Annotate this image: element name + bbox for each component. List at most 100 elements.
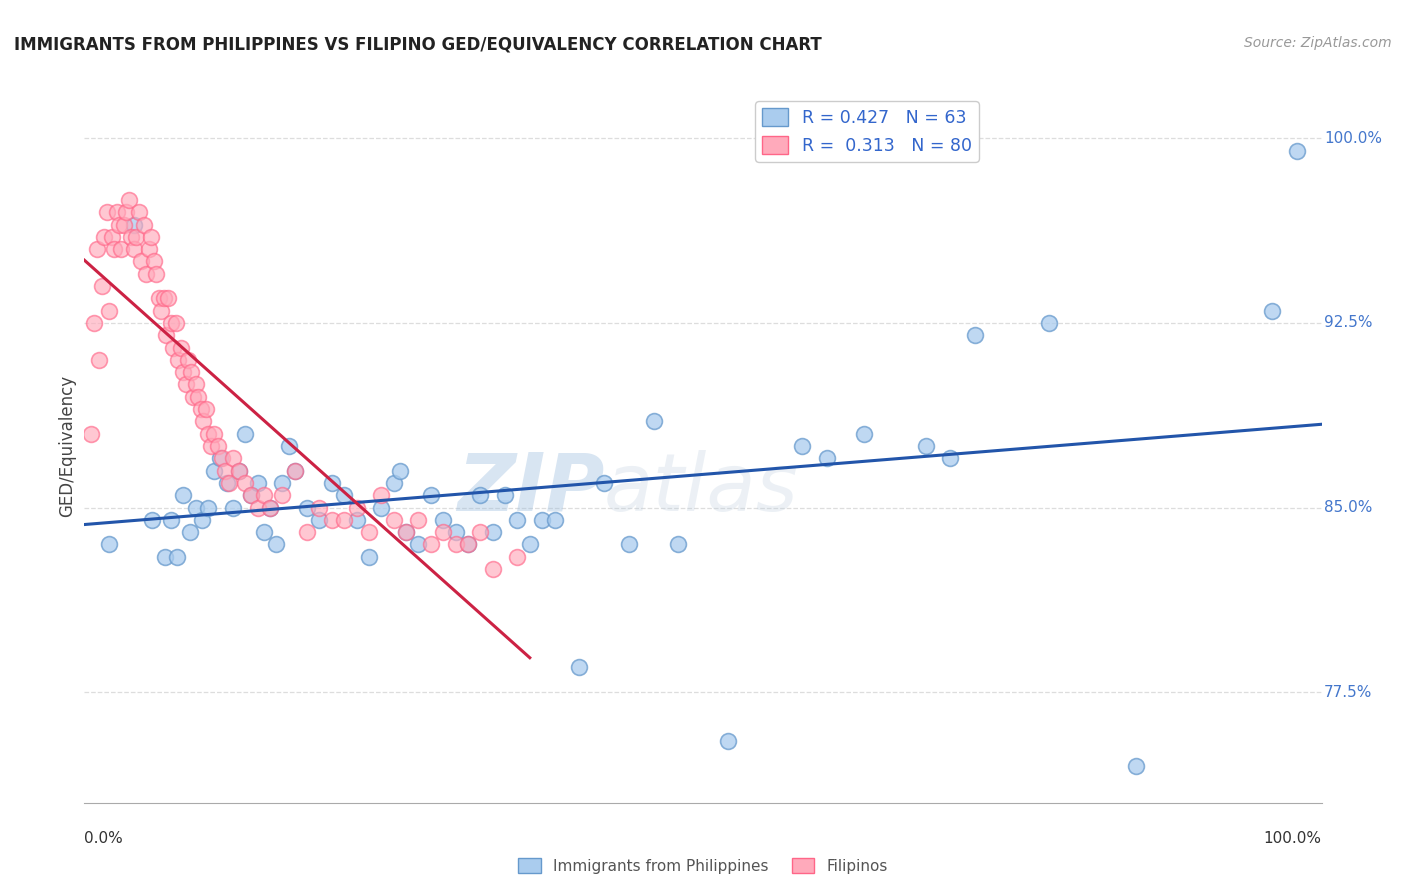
Point — [218, 475, 240, 490]
Point — [333, 488, 356, 502]
Point — [162, 341, 184, 355]
Point — [506, 549, 529, 564]
Point — [141, 230, 163, 244]
Point — [346, 513, 368, 527]
Point — [308, 500, 330, 515]
Point — [408, 513, 430, 527]
Point — [246, 475, 269, 490]
Point — [96, 205, 118, 219]
Point — [295, 500, 318, 515]
Point — [271, 475, 294, 490]
Point — [321, 513, 343, 527]
Point — [470, 488, 492, 502]
Point — [160, 316, 183, 330]
Point — [165, 316, 187, 330]
Point — [129, 254, 152, 268]
Point — [395, 525, 418, 540]
Point — [395, 525, 418, 540]
Point — [110, 242, 132, 256]
Point — [543, 513, 565, 527]
Point — [470, 525, 492, 540]
Point — [432, 525, 454, 540]
Point — [419, 537, 441, 551]
Point — [141, 513, 163, 527]
Point — [1038, 316, 1060, 330]
Point — [1285, 144, 1308, 158]
Point — [388, 464, 411, 478]
Point — [222, 451, 245, 466]
Point — [155, 328, 177, 343]
Point — [179, 525, 201, 540]
Point — [190, 402, 212, 417]
Point — [214, 464, 236, 478]
Point — [202, 464, 225, 478]
Point — [457, 537, 479, 551]
Point — [295, 525, 318, 540]
Point — [90, 279, 112, 293]
Text: IMMIGRANTS FROM PHILIPPINES VS FILIPINO GED/EQUIVALENCY CORRELATION CHART: IMMIGRANTS FROM PHILIPPINES VS FILIPINO … — [14, 36, 823, 54]
Point — [233, 475, 256, 490]
Point — [815, 451, 838, 466]
Point — [187, 390, 209, 404]
Point — [174, 377, 197, 392]
Point — [277, 439, 299, 453]
Text: 92.5%: 92.5% — [1324, 316, 1372, 330]
Point — [419, 488, 441, 502]
Point — [89, 352, 111, 367]
Point — [202, 426, 225, 441]
Point — [128, 205, 150, 219]
Point — [83, 316, 105, 330]
Point — [519, 537, 541, 551]
Point — [98, 303, 121, 318]
Point — [408, 537, 430, 551]
Point — [965, 328, 987, 343]
Point — [370, 500, 392, 515]
Point — [122, 218, 145, 232]
Point — [132, 218, 155, 232]
Point — [852, 426, 875, 441]
Point — [167, 352, 190, 367]
Point — [432, 513, 454, 527]
Point — [643, 414, 665, 428]
Legend: Immigrants from Philippines, Filipinos: Immigrants from Philippines, Filipinos — [512, 852, 894, 880]
Point — [184, 377, 207, 392]
Point — [152, 291, 174, 305]
Point — [120, 230, 142, 244]
Point — [145, 267, 167, 281]
Point — [125, 230, 148, 244]
Point — [228, 464, 250, 478]
Point — [264, 537, 287, 551]
Point — [215, 475, 238, 490]
Point — [790, 439, 813, 453]
Text: 100.0%: 100.0% — [1324, 131, 1382, 146]
Point — [333, 513, 356, 527]
Point — [370, 488, 392, 502]
Point — [200, 439, 222, 453]
Point — [197, 426, 219, 441]
Point — [194, 402, 217, 417]
Point — [346, 500, 368, 515]
Point — [79, 426, 101, 441]
Point — [160, 513, 183, 527]
Point — [135, 267, 157, 281]
Point — [105, 205, 128, 219]
Point — [939, 451, 962, 466]
Text: 85.0%: 85.0% — [1324, 500, 1372, 515]
Point — [172, 488, 194, 502]
Point — [180, 365, 202, 379]
Point — [138, 242, 160, 256]
Point — [172, 365, 194, 379]
Point — [259, 500, 281, 515]
Point — [444, 537, 467, 551]
Point — [118, 193, 141, 207]
Text: 0.0%: 0.0% — [84, 831, 124, 847]
Point — [321, 475, 343, 490]
Text: atlas: atlas — [605, 450, 799, 528]
Text: ZIP: ZIP — [457, 450, 605, 528]
Point — [98, 537, 121, 551]
Point — [271, 488, 294, 502]
Point — [86, 242, 108, 256]
Point — [93, 230, 115, 244]
Point — [914, 439, 936, 453]
Point — [222, 500, 245, 515]
